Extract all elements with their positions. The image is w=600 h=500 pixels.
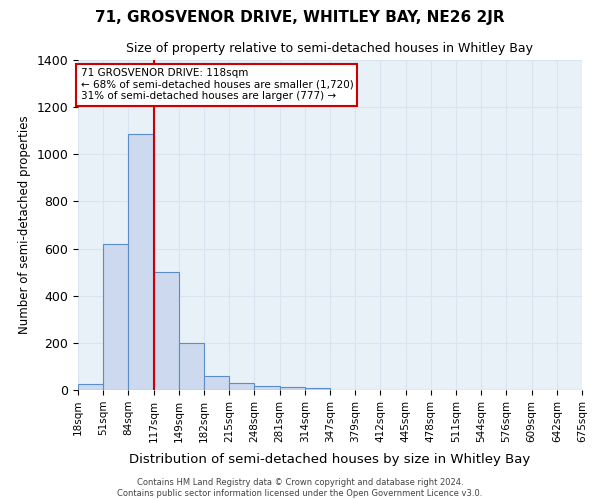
Bar bbox=[280, 387, 305, 390]
Text: 71 GROSVENOR DRIVE: 118sqm
← 68% of semi-detached houses are smaller (1,720)
31%: 71 GROSVENOR DRIVE: 118sqm ← 68% of semi… bbox=[80, 68, 353, 102]
Bar bbox=[229, 383, 254, 390]
Bar bbox=[154, 272, 179, 390]
Text: Contains HM Land Registry data © Crown copyright and database right 2024.
Contai: Contains HM Land Registry data © Crown c… bbox=[118, 478, 482, 498]
Bar bbox=[305, 388, 330, 390]
Bar bbox=[78, 384, 103, 390]
X-axis label: Distribution of semi-detached houses by size in Whitley Bay: Distribution of semi-detached houses by … bbox=[130, 453, 530, 466]
Bar bbox=[179, 343, 204, 390]
Bar bbox=[103, 244, 128, 390]
Bar bbox=[128, 134, 154, 390]
Bar bbox=[204, 376, 229, 390]
Y-axis label: Number of semi-detached properties: Number of semi-detached properties bbox=[18, 116, 31, 334]
Text: 71, GROSVENOR DRIVE, WHITLEY BAY, NE26 2JR: 71, GROSVENOR DRIVE, WHITLEY BAY, NE26 2… bbox=[95, 10, 505, 25]
Title: Size of property relative to semi-detached houses in Whitley Bay: Size of property relative to semi-detach… bbox=[127, 42, 533, 54]
Bar bbox=[254, 386, 280, 390]
